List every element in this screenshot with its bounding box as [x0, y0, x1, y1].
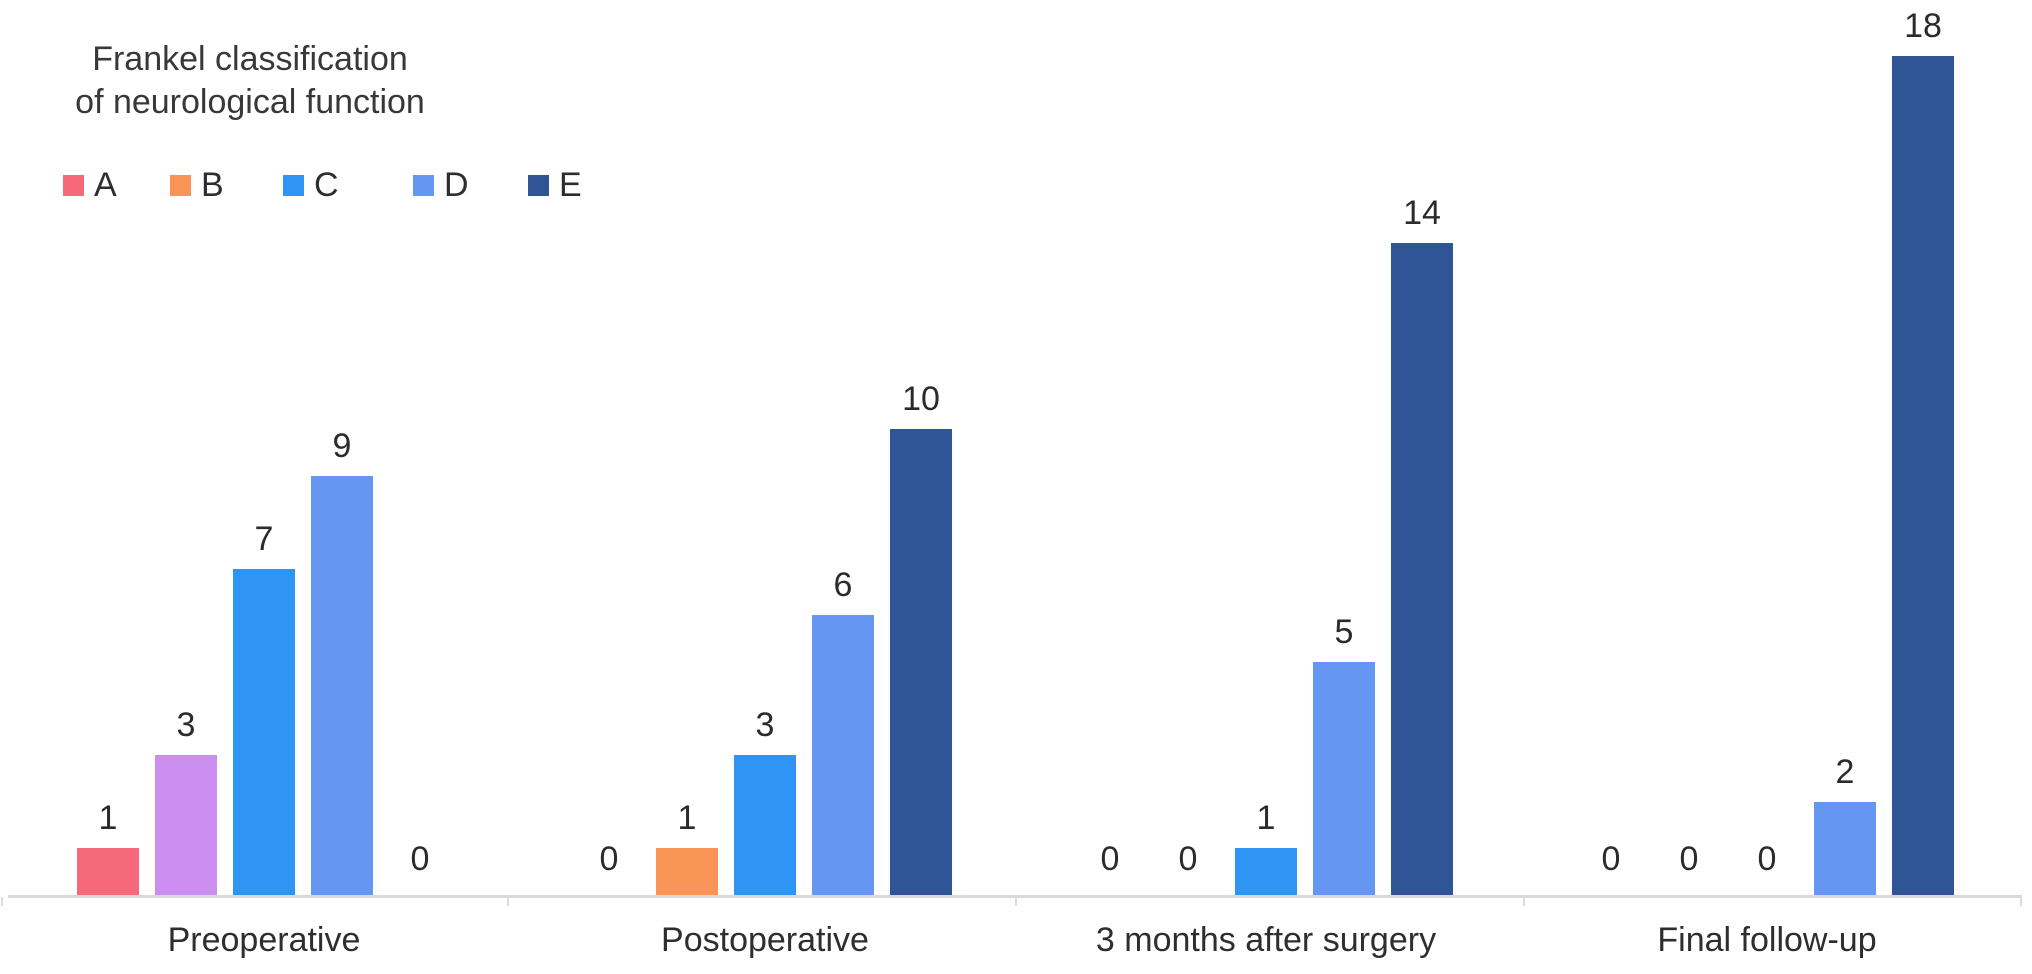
bar-value-label: 9: [332, 427, 352, 465]
bar-value-label: 10: [902, 380, 940, 418]
bar-slot-b: 0: [1658, 6, 1720, 895]
bar-slot-c: 0: [1736, 6, 1798, 895]
legend-swatch-c: [283, 175, 304, 196]
axis-tick: [1523, 897, 1525, 906]
bar-d-1: [311, 476, 373, 895]
bar-d-3: [1313, 662, 1375, 895]
category-label: Postoperative: [661, 921, 869, 959]
bar-value-label: 18: [1904, 7, 1942, 45]
bar-group-2: 0 1 3 6 10: [578, 6, 952, 895]
bar-slot-a: 1: [77, 6, 139, 895]
bar-d-2: [812, 615, 874, 895]
bar-group-3: 0 0 1 5 14: [1079, 6, 1453, 895]
axis-tick: [1, 897, 3, 906]
legend-item-c: C: [283, 166, 339, 205]
bar-value-label: 0: [1178, 840, 1198, 878]
bar-value-label: 5: [1334, 613, 1354, 651]
bar-value-label: 0: [1679, 840, 1699, 878]
bar-value-label: 14: [1403, 194, 1441, 232]
bar-slot-c: 1: [1235, 6, 1297, 895]
bar-d-4: [1814, 802, 1876, 895]
bar-e-4: [1892, 56, 1954, 895]
bar-slot-a: 0: [1580, 6, 1642, 895]
legend-label: C: [314, 166, 339, 204]
bar-slot-d: 5: [1313, 6, 1375, 895]
bar-value-label: 0: [1601, 840, 1621, 878]
legend-swatch-e: [528, 175, 549, 196]
bar-value-label: 0: [1100, 840, 1120, 878]
bar-c-2: [734, 755, 796, 895]
chart-title-line-1: Frankel classification: [92, 40, 408, 78]
bar-c-3: [1235, 848, 1297, 895]
bar-slot-e: 10: [890, 6, 952, 895]
category-label: Preoperative: [167, 921, 361, 959]
bar-slot-c: 3: [734, 6, 796, 895]
bar-slot-b: 0: [1157, 6, 1219, 895]
category-label: 3 months after surgery: [1095, 921, 1437, 959]
bar-value-label: 6: [833, 566, 853, 604]
bar-group-1: 1 3 7 9 0: [77, 6, 451, 895]
legend-swatch-a: [63, 175, 84, 196]
legend-item-a: A: [63, 166, 117, 205]
legend-label: B: [201, 166, 224, 204]
bar-slot-d: 9: [311, 6, 373, 895]
legend-swatch-b: [170, 175, 191, 196]
bar-e-3: [1391, 243, 1453, 895]
axis-tick: [2020, 897, 2022, 906]
bar-value-label: 1: [677, 799, 697, 837]
bar-value-label: 0: [410, 840, 430, 878]
legend-label: A: [94, 166, 117, 204]
bar-b-2: [656, 848, 718, 895]
bar-e-2: [890, 429, 952, 895]
bar-slot-b: 1: [656, 6, 718, 895]
bar-slot-d: 2: [1814, 6, 1876, 895]
legend-item-b: B: [170, 166, 224, 205]
bar-value-label: 0: [599, 840, 619, 878]
chart-title: Frankel classification of neurological f…: [64, 38, 436, 124]
legend-item-d: D: [413, 166, 469, 205]
bar-slot-e: 18: [1892, 6, 1954, 895]
legend-item-e: E: [528, 166, 582, 205]
bar-value-label: 1: [98, 799, 118, 837]
bar-a-1: [77, 848, 139, 895]
bar-slot-e: 0: [389, 6, 451, 895]
legend-label: E: [559, 166, 582, 204]
legend-swatch-d: [413, 175, 434, 196]
axis-tick: [1015, 897, 1017, 906]
bar-slot-c: 7: [233, 6, 295, 895]
bar-value-label: 7: [254, 520, 274, 558]
bar-slot-b: 3: [155, 6, 217, 895]
bar-slot-d: 6: [812, 6, 874, 895]
bar-value-label: 3: [755, 706, 775, 744]
axis-tick: [507, 897, 509, 906]
bar-c-1: [233, 569, 295, 895]
bar-value-label: 2: [1835, 753, 1855, 791]
bar-slot-a: 0: [578, 6, 640, 895]
bar-group-4: 0 0 0 2 18: [1580, 6, 1954, 895]
bar-value-label: 1: [1256, 799, 1276, 837]
chart-title-line-2: of neurological function: [75, 83, 425, 121]
category-label: Final follow-up: [1657, 921, 1877, 959]
x-axis-line: [8, 895, 2022, 898]
legend-label: D: [444, 166, 469, 204]
bar-slot-a: 0: [1079, 6, 1141, 895]
bar-b-1: [155, 755, 217, 895]
bar-value-label: 0: [1757, 840, 1777, 878]
bar-value-label: 3: [176, 706, 196, 744]
bar-slot-e: 14: [1391, 6, 1453, 895]
